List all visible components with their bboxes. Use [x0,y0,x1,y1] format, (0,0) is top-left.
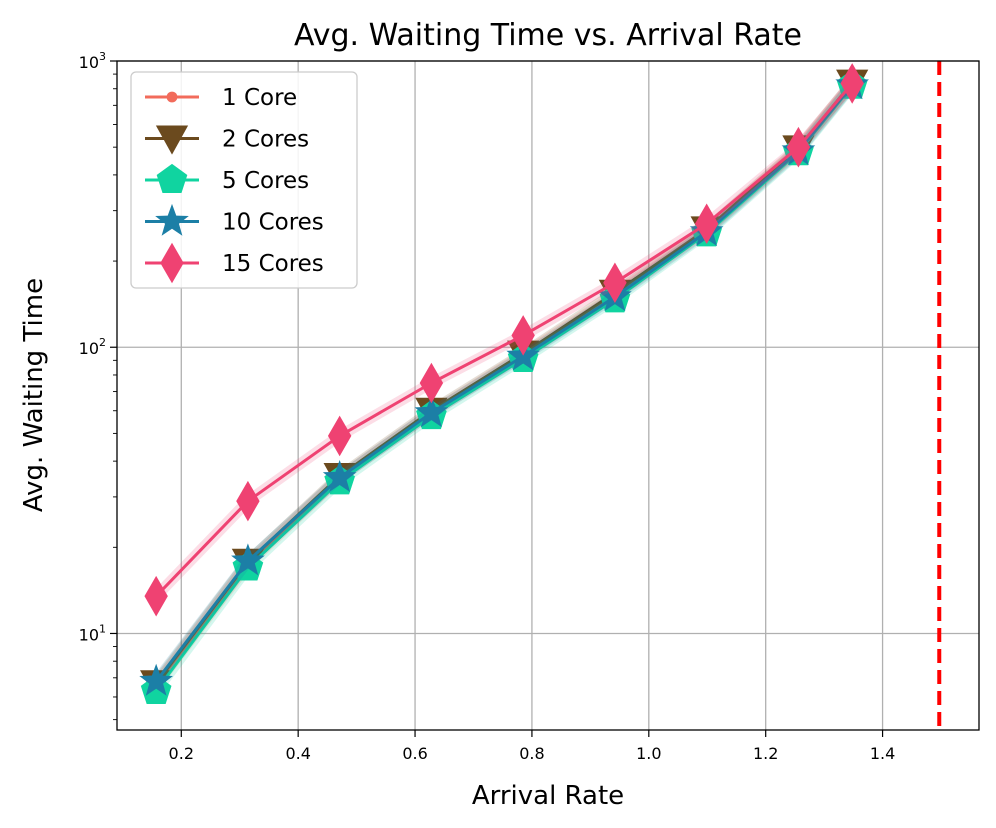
data-point [236,480,260,522]
data-point [139,663,173,696]
data-point [231,543,265,576]
series-15-cores [144,63,864,617]
legend: 1 Core 2 Cores 5 Cores 10 Cores 15 Cores [130,71,358,289]
legend-item: 5 Cores [145,163,309,194]
x-tick-label: 1.0 [636,744,661,763]
y-tick-label: 102 [79,336,106,358]
legend-label: 2 Cores [222,127,309,153]
legend-label: 15 Cores [222,251,324,277]
legend-marker [156,163,188,194]
legend-marker [155,203,189,236]
legend-marker [160,242,184,284]
data-point [511,315,535,356]
data-point [786,126,811,168]
plot-frame [116,60,980,731]
data-point [840,63,864,104]
x-tick-label: 1.2 [753,744,778,763]
data-point [419,362,444,404]
data-point [603,262,627,304]
y-axis-label: Avg. Waiting Time [19,278,49,512]
legend-item: 2 Cores [145,125,309,155]
chart-title: Avg. Waiting Time vs. Arrival Rate [294,18,802,53]
legend-marker [155,125,189,155]
data-point [694,203,719,245]
ticks: 0.2 0.4 0.6 0.8 1.0 1.2 1.4 101 102 103 [79,50,896,763]
legend-label: 1 Core [222,85,297,111]
x-axis-label: Arrival Rate [472,781,624,811]
data-point [414,395,449,428]
data-point [322,460,357,493]
legend-marker [166,91,178,103]
legend-item: 1 Core [145,85,297,111]
x-tick-label: 0.4 [285,744,310,763]
legend-item: 10 Cores [145,203,324,236]
data-point [144,575,168,617]
x-tick-label: 0.6 [402,744,427,763]
series-layer [139,63,869,704]
legend-item: 15 Cores [145,242,324,284]
y-tick-label: 103 [79,50,106,72]
legend-label: 5 Cores [222,168,309,194]
data-point [327,415,352,457]
x-tick-label: 0.8 [519,744,544,763]
x-tick-label: 1.4 [870,744,895,763]
legend-label: 10 Cores [222,210,324,236]
x-tick-label: 0.2 [169,744,194,763]
y-tick-label: 101 [79,622,106,644]
